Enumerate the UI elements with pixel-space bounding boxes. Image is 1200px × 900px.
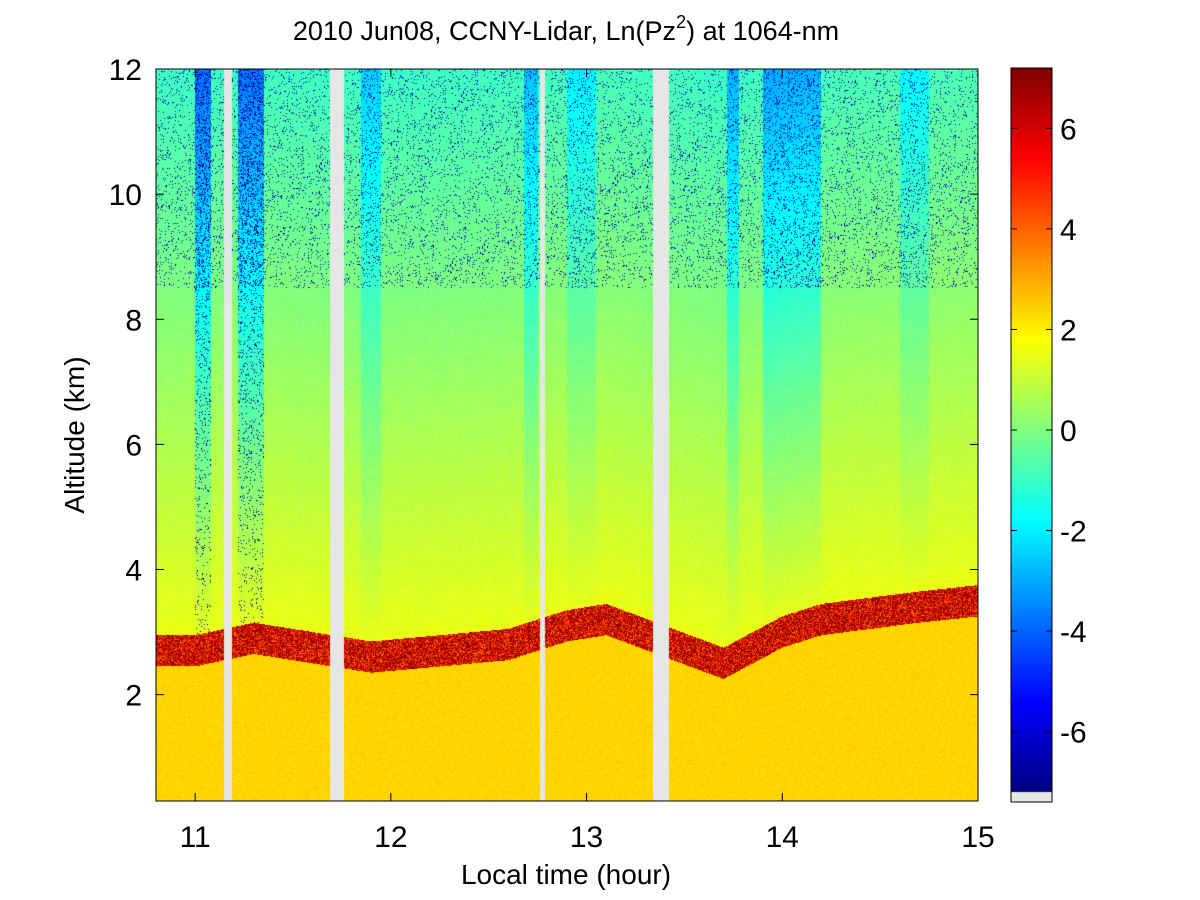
colorbar-tick-label: -4 <box>1060 616 1087 649</box>
chart-title: 2010 Jun08, CCNY-Lidar, Ln(Pz2) at 1064-… <box>293 12 839 46</box>
title-suffix: ) at 1064-nm <box>686 16 839 46</box>
x-tick-label: 15 <box>961 821 994 854</box>
title-superscript: 2 <box>676 12 686 32</box>
y-tick-label: 8 <box>125 304 142 337</box>
x-axis-label: Local time (hour) <box>461 859 671 890</box>
colorbar-gradient <box>1011 68 1052 802</box>
heatmap-image <box>156 69 978 801</box>
x-tick-label: 11 <box>180 821 211 854</box>
colorbar-tick-label: 2 <box>1060 314 1077 347</box>
colorbar-tick-label: 0 <box>1060 415 1077 448</box>
y-tick-label: 10 <box>109 179 142 212</box>
colorbar-tick-label: -6 <box>1060 717 1087 750</box>
colorbar-tick-label: -2 <box>1060 516 1087 549</box>
heatmap-container <box>156 69 978 801</box>
colorbar-frame <box>1010 67 1053 803</box>
y-tick-label: 12 <box>109 54 142 87</box>
colorbar-axis: 6 4 2 0 -2 -4 -6 <box>1011 113 1087 750</box>
y-tick-label: 4 <box>125 555 142 588</box>
y-tick-label: 2 <box>125 680 142 713</box>
colorbar-container <box>1011 68 1052 802</box>
x-axis: 11 12 13 14 15 <box>180 69 995 854</box>
colorbar-tick-label: 4 <box>1060 214 1077 247</box>
y-axis-label: Altitude (km) <box>59 356 90 513</box>
title-prefix: 2010 Jun08, CCNY-Lidar, Ln(Pz <box>293 16 676 46</box>
y-axis: 2 4 6 8 10 12 <box>109 54 978 713</box>
y-tick-label: 6 <box>125 429 142 462</box>
x-tick-label: 14 <box>766 821 799 854</box>
x-tick-label: 12 <box>374 821 407 854</box>
x-tick-label: 13 <box>570 821 603 854</box>
plot-frame <box>155 68 979 802</box>
colorbar-tick-label: 6 <box>1060 113 1077 146</box>
